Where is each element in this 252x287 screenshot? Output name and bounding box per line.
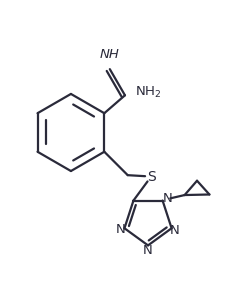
Text: N: N	[170, 224, 180, 237]
Text: N: N	[163, 192, 172, 205]
Text: S: S	[147, 170, 155, 184]
Text: NH$_2$: NH$_2$	[135, 85, 161, 100]
Text: NH: NH	[100, 49, 120, 61]
Text: N: N	[143, 244, 153, 257]
Text: N: N	[115, 223, 125, 236]
